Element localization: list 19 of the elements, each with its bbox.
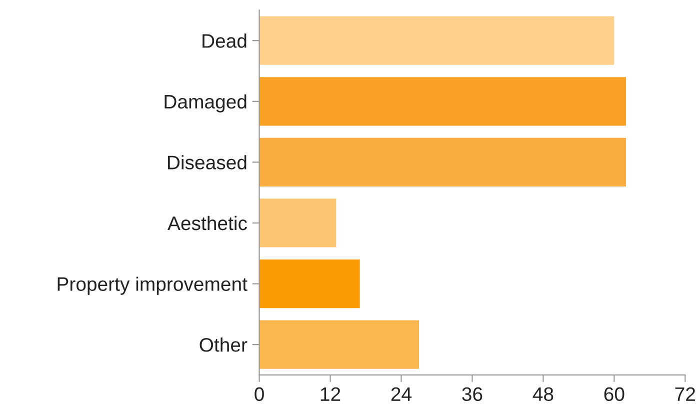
x-tick-label: 0	[254, 387, 264, 402]
x-tick-label: 36	[462, 387, 482, 402]
x-tick-label: 72	[675, 387, 695, 401]
x-tick-label: 48	[532, 387, 554, 402]
y-tick-label: Damaged	[164, 94, 246, 112]
bar	[259, 198, 336, 248]
y-tick-label: Diseased	[168, 155, 246, 170]
bar	[259, 16, 614, 65]
bar	[259, 259, 360, 308]
x-tick-label: 12	[320, 387, 340, 401]
y-tick-label: Property improvement	[58, 276, 248, 295]
bar	[259, 138, 626, 186]
x-tick-label: 60	[604, 387, 624, 402]
y-tick-label: Dead	[202, 34, 246, 48]
x-tick-label: 24	[391, 387, 412, 401]
y-tick-label: Other	[200, 338, 248, 352]
bar	[259, 77, 626, 126]
bar	[259, 320, 419, 369]
y-tick-label: Aesthetic	[168, 216, 247, 230]
